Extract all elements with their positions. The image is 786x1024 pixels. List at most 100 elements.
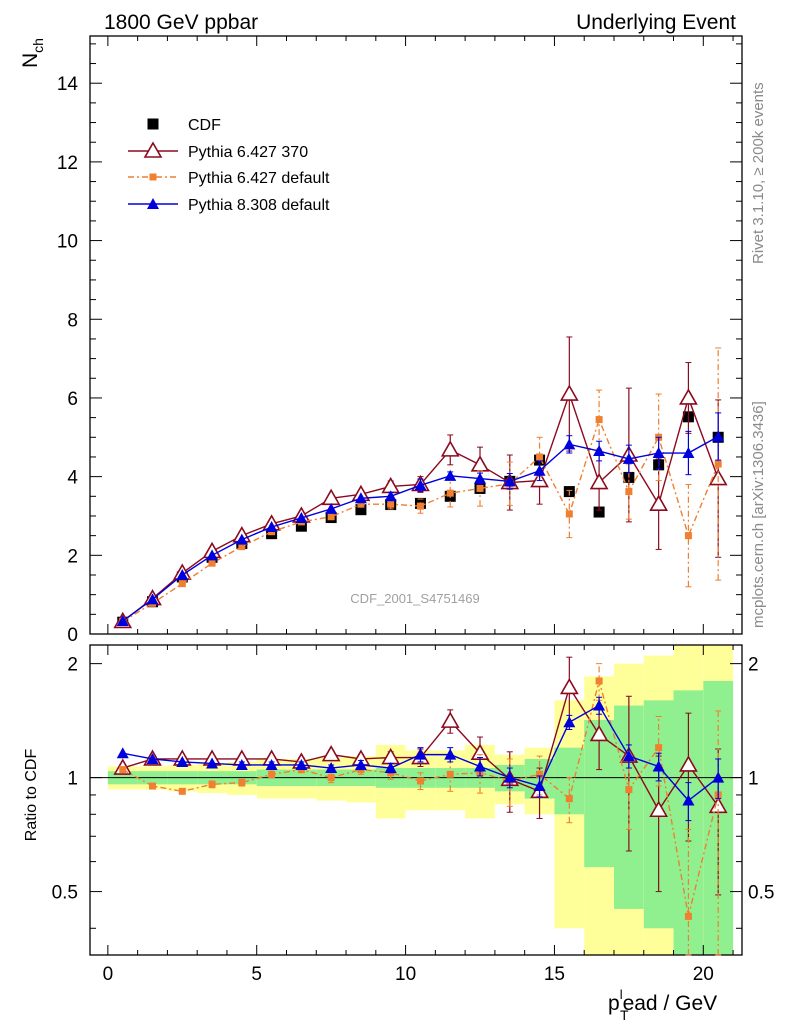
ratio-y-tick-label: 2 (67, 655, 78, 676)
data-point (178, 787, 186, 795)
x-axis-title-p: p (608, 992, 620, 1015)
x-axis-title-sub: T (620, 1007, 629, 1023)
data-point (354, 758, 367, 770)
data-point (565, 795, 573, 803)
data-point (682, 794, 695, 806)
data-point (503, 771, 516, 783)
ratio-y-tick-label: 0.5 (52, 883, 78, 904)
series-py8_default-main (116, 412, 725, 627)
band-outer-bin (554, 700, 585, 929)
legend-label: Pythia 8.308 default (188, 197, 330, 214)
data-point (682, 447, 695, 459)
x-tick-label: 0 (103, 964, 114, 985)
data-point (679, 388, 698, 405)
data-point (649, 800, 669, 818)
data-point (714, 460, 722, 468)
y-axis-title-ratio: Ratio to CDF (23, 749, 40, 842)
legend-entry-py6_370: Pythia 6.427 370 (128, 141, 308, 161)
data-point (295, 520, 307, 532)
data-point (470, 455, 490, 472)
data-point (268, 770, 276, 778)
data-point (357, 500, 365, 508)
data-point (559, 384, 579, 401)
data-point (652, 760, 665, 772)
data-point (595, 677, 603, 685)
data-point (178, 580, 186, 588)
x-tick-label: 15 (544, 964, 565, 985)
data-point (321, 745, 341, 762)
x-axis-title-rest: ead / GeV (623, 992, 718, 1015)
data-point (327, 774, 335, 782)
data-point (593, 506, 605, 518)
data-point (265, 520, 278, 532)
data-point (416, 777, 424, 785)
data-point (559, 677, 579, 695)
data-point (625, 488, 633, 496)
main-panel-frame (89, 35, 743, 635)
data-point (235, 533, 248, 545)
data-point (593, 699, 606, 711)
data-point (387, 500, 395, 508)
series-layer (113, 336, 728, 956)
data-point (533, 464, 546, 476)
data-point (235, 758, 248, 770)
data-point (355, 504, 367, 516)
data-point (414, 479, 427, 491)
ratio-uncertainty-bands (107, 645, 734, 955)
legend-label: Pythia 6.427 default (188, 170, 330, 187)
data-point (440, 440, 460, 457)
series-py8_default-ratio (116, 696, 725, 822)
data-point (649, 494, 669, 511)
y-tick-label: 4 (67, 468, 78, 489)
data-point (712, 771, 725, 783)
data-point (712, 430, 725, 442)
data-point (625, 786, 633, 794)
data-point (208, 780, 216, 788)
data-point (474, 472, 487, 484)
data-point (536, 770, 544, 778)
side-rivet-label: Rivet 3.1.10, ≥ 200k events (750, 82, 767, 264)
data-point (684, 532, 692, 540)
data-point (325, 502, 338, 514)
data-point (146, 593, 159, 605)
y-tick-label: 14 (57, 74, 79, 95)
data-point (295, 758, 308, 770)
data-point (444, 469, 457, 481)
y-axis-title-main: Nch (19, 38, 46, 68)
data-point (655, 744, 663, 752)
y-tick-label: 2 (67, 546, 78, 567)
x-tick-label: 20 (693, 964, 714, 985)
legend-marker (147, 198, 159, 209)
svg-text:Nch: Nch (19, 38, 46, 68)
data-point (295, 511, 308, 523)
data-point (327, 513, 335, 521)
left-title: 1800 GeV ppbar (104, 11, 258, 34)
data-point (533, 780, 546, 792)
data-point (446, 770, 454, 778)
ratio-y-tick-label: 1 (67, 769, 78, 790)
data-point (589, 472, 609, 490)
data-point (116, 615, 129, 627)
legend-marker (149, 173, 157, 181)
data-point (622, 750, 635, 762)
y-tick-label: 8 (67, 310, 78, 331)
data-point (149, 782, 157, 790)
data-point (206, 549, 219, 561)
data-point (476, 484, 484, 492)
data-point (238, 543, 246, 551)
data-point (146, 752, 159, 764)
data-point (384, 762, 397, 774)
legend-entry-py8_default: Pythia 8.308 default (128, 197, 330, 214)
data-point (119, 766, 127, 774)
data-point (238, 779, 246, 787)
x-tick-label: 10 (395, 964, 416, 985)
y-axis-title-n: N (19, 53, 42, 68)
ratio-y-tick-label-right: 0.5 (748, 883, 774, 904)
data-point (563, 438, 576, 450)
legend: CDF Pythia 6.427 370 Pythia 6.427 default P… (128, 117, 330, 214)
data-point (414, 748, 427, 760)
data-point (474, 760, 487, 772)
watermark: CDF_2001_S4751469 (350, 591, 479, 606)
